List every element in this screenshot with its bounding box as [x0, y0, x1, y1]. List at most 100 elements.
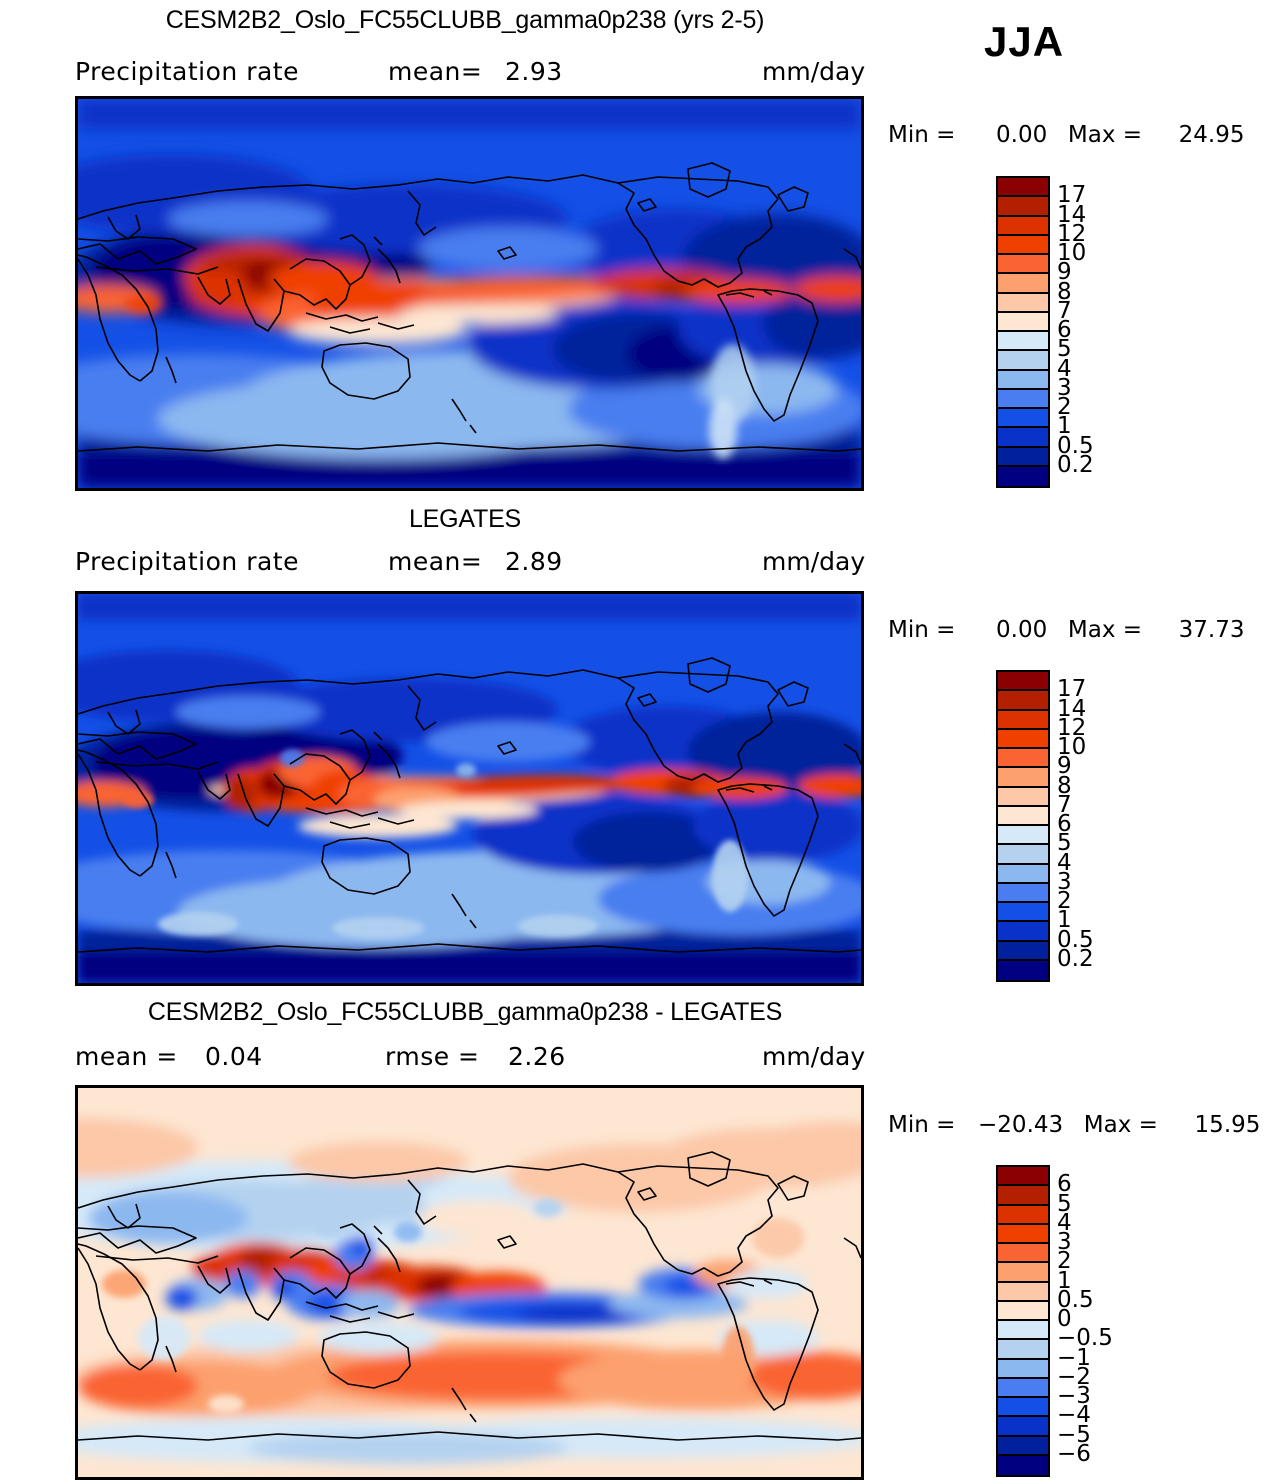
model-mean-label: mean=	[388, 57, 483, 86]
colorbar-swatch	[998, 960, 1048, 980]
colorbar-tick-label: −1	[1057, 1344, 1091, 1371]
colorbar-tick-label: 12	[1057, 220, 1087, 247]
colorbar-swatch	[998, 1205, 1048, 1225]
colorbar-difference-swatches	[996, 1165, 1050, 1477]
obs-title: LEGATES	[408, 505, 522, 533]
colorbar-swatch	[998, 1224, 1048, 1244]
obs-max-value: 37.73	[1178, 617, 1245, 643]
colorbar-swatch	[998, 409, 1048, 429]
obs-units: mm/day	[762, 547, 866, 576]
colorbar-swatch	[998, 370, 1048, 390]
colorbar-swatch	[998, 826, 1048, 846]
colorbar-swatch	[998, 293, 1048, 313]
difference-rmse-label: rmse =	[385, 1042, 480, 1071]
colorbar-tick-label: 9	[1057, 259, 1072, 286]
colorbar-model-labels: 17 14 12 10 9 8 7 6 5 4 3 2 1 0.5 0.2	[1057, 176, 1127, 484]
model-max-value: 24.95	[1178, 122, 1245, 148]
difference-max-label: Max =	[1083, 1112, 1158, 1138]
colorbar-tick-label: 1	[1057, 413, 1072, 440]
colorbar-tick-label: 0.2	[1057, 945, 1094, 972]
colorbar-tick-label: 0	[1057, 1306, 1072, 1332]
difference-rmse-value: 2.26	[508, 1042, 566, 1071]
model-variable-label: Precipitation rate	[75, 57, 299, 86]
colorbar-obs-swatches	[996, 670, 1050, 982]
colorbar-tick-label: 6	[1057, 811, 1072, 837]
map-obs	[75, 591, 864, 986]
difference-title: CESM2B2_Oslo_FC55CLUBB_gamma0p238 - LEGA…	[147, 998, 783, 1026]
colorbar-swatch	[998, 447, 1048, 467]
colorbar-swatch	[998, 922, 1048, 942]
season-label: JJA	[984, 18, 1065, 65]
difference-max-value: 15.95	[1194, 1112, 1261, 1138]
obs-mean-value: 2.89	[505, 547, 563, 576]
colorbar-tick-label: 3	[1057, 868, 1072, 895]
colorbar-swatch	[998, 274, 1048, 294]
colorbar-tick-label: 2	[1057, 888, 1072, 914]
colorbar-tick-label: 6	[1057, 1171, 1072, 1198]
difference-mean-value: 0.04	[205, 1042, 263, 1071]
colorbar-tick-label: 14	[1057, 201, 1087, 228]
colorbar-tick-label: 0.2	[1057, 451, 1094, 478]
model-mean-value: 2.93	[505, 57, 563, 86]
obs-mean-label: mean=	[388, 547, 483, 576]
colorbar-obs-labels: 17 14 12 10 9 8 7 6 5 4 3 2 1 0.5 0.2	[1057, 670, 1127, 978]
colorbar-tick-label: −2	[1057, 1363, 1091, 1390]
obs-max-label: Max =	[1067, 617, 1143, 643]
colorbar-tick-label: 1	[1057, 1267, 1072, 1294]
colorbar-tick-label: 17	[1057, 676, 1087, 703]
colorbar-tick-label: 0.5	[1057, 1286, 1094, 1313]
colorbar-swatch	[998, 1282, 1048, 1302]
colorbar-swatch	[998, 1398, 1048, 1418]
difference-min-label: Min =	[888, 1112, 956, 1138]
colorbar-tick-label: 7	[1057, 297, 1072, 324]
colorbar-tick-label: 5	[1057, 1190, 1072, 1217]
map-difference	[75, 1085, 864, 1480]
colorbar-swatch	[998, 1186, 1048, 1206]
colorbar-swatch	[998, 1455, 1048, 1475]
colorbar-swatch	[998, 691, 1048, 711]
colorbar-tick-label: −6	[1057, 1440, 1091, 1467]
colorbar-swatch	[998, 845, 1048, 865]
colorbar-swatch	[998, 332, 1048, 352]
colorbar-swatch	[998, 466, 1048, 486]
difference-min-value: −20.43	[978, 1112, 1064, 1138]
colorbar-swatch	[998, 255, 1048, 275]
colorbar-swatch	[998, 1167, 1048, 1187]
colorbar-swatch	[998, 768, 1048, 788]
colorbar-swatch	[998, 216, 1048, 236]
colorbar-tick-label: −3	[1057, 1383, 1091, 1409]
colorbar-swatch	[998, 1244, 1048, 1264]
colorbar-swatch	[998, 864, 1048, 884]
colorbar-tick-label: 8	[1057, 772, 1072, 799]
colorbar-model-swatches	[996, 176, 1050, 488]
obs-variable-label: Precipitation rate	[75, 547, 299, 576]
colorbar-swatch	[998, 312, 1048, 332]
colorbar-swatch	[998, 178, 1048, 198]
colorbar-tick-label: 3	[1057, 374, 1072, 401]
colorbar-swatch	[998, 197, 1048, 217]
colorbar-tick-label: 0.5	[1057, 926, 1094, 953]
colorbar-swatch	[998, 1417, 1048, 1437]
colorbar-difference: 6 5 4 3 2 1 0.5 0 −0.5 −1 −2 −3 −4 −5 −6	[996, 1165, 1113, 1477]
colorbar-swatch	[998, 428, 1048, 448]
model-max-label: Max =	[1067, 122, 1143, 148]
obs-min-value: 0.00	[996, 617, 1048, 643]
colorbar-swatch	[998, 672, 1048, 692]
colorbar-tick-label: −0.5	[1057, 1325, 1113, 1352]
colorbar-obs: 17 14 12 10 9 8 7 6 5 4 3 2 1 0.5 0.2	[996, 670, 1094, 982]
obs-min-label: Min =	[888, 617, 956, 643]
colorbar-tick-label: 3	[1057, 1229, 1072, 1255]
model-min-label: Min =	[888, 122, 956, 148]
colorbar-swatch	[998, 389, 1048, 409]
colorbar-swatch	[998, 1321, 1048, 1341]
colorbar-tick-label: 17	[1057, 182, 1087, 209]
colorbar-swatch	[998, 1301, 1048, 1321]
colorbar-swatch	[998, 1263, 1048, 1283]
colorbar-tick-label: 1	[1057, 907, 1072, 934]
colorbar-swatch	[998, 941, 1048, 961]
colorbar-swatch	[998, 1359, 1048, 1379]
colorbar-tick-label: 2	[1057, 1248, 1072, 1275]
model-minmax: Min = 0.00 Max = 24.95	[888, 122, 1245, 148]
colorbar-tick-label: 4	[1057, 849, 1072, 876]
colorbar-tick-label: 4	[1057, 1209, 1072, 1236]
